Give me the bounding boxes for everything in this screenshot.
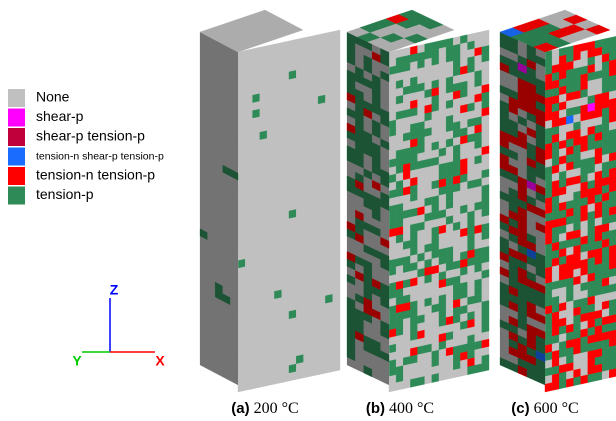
legend-swatch bbox=[8, 109, 25, 127]
front-face bbox=[389, 30, 489, 392]
legend-label: shear-p tension-p bbox=[36, 128, 145, 144]
legend-label: tension-p bbox=[36, 186, 94, 202]
legend-swatch bbox=[8, 148, 25, 166]
axis-triad: Z Y X bbox=[72, 282, 165, 369]
side-face bbox=[200, 32, 238, 385]
legend: None shear-p shear-p tension-p tension-n sh… bbox=[8, 89, 164, 205]
figure: None shear-p shear-p tension-p tension-n sh… bbox=[0, 0, 616, 421]
panel-label: (b) bbox=[366, 400, 385, 417]
blocks bbox=[200, 10, 616, 392]
caption: (b)400 °C bbox=[366, 400, 434, 417]
front-face bbox=[545, 30, 616, 392]
face-shade bbox=[200, 32, 238, 385]
panel-label: (a) bbox=[231, 400, 249, 417]
front-face bbox=[238, 30, 340, 392]
legend-swatch bbox=[8, 128, 25, 146]
legend-swatch bbox=[8, 89, 25, 107]
legend-label: tension-n shear-p tension-p bbox=[36, 150, 164, 162]
panel-caption: 400 °C bbox=[389, 400, 434, 417]
panel-caption: 200 °C bbox=[254, 400, 299, 417]
face-shade bbox=[500, 32, 545, 385]
legend-swatch bbox=[8, 167, 25, 185]
legend-label: tension-n tension-p bbox=[36, 167, 155, 183]
face-shade bbox=[347, 32, 389, 385]
side-face bbox=[347, 32, 389, 385]
panel-label: (c) bbox=[511, 400, 529, 417]
z-label: Z bbox=[110, 282, 119, 298]
legend-label: shear-p bbox=[36, 108, 84, 124]
legend-label: None bbox=[36, 89, 70, 105]
captions: (a) 200 °C (b)400 °C (c) 600 °C bbox=[231, 400, 578, 417]
legend-swatch bbox=[8, 187, 25, 205]
side-face bbox=[500, 32, 545, 385]
panel-caption: 600 °C bbox=[534, 400, 579, 417]
caption: (a) 200 °C bbox=[231, 400, 298, 417]
caption: (c) 600 °C bbox=[511, 400, 578, 417]
x-label: X bbox=[155, 353, 165, 369]
y-label: Y bbox=[72, 353, 82, 369]
